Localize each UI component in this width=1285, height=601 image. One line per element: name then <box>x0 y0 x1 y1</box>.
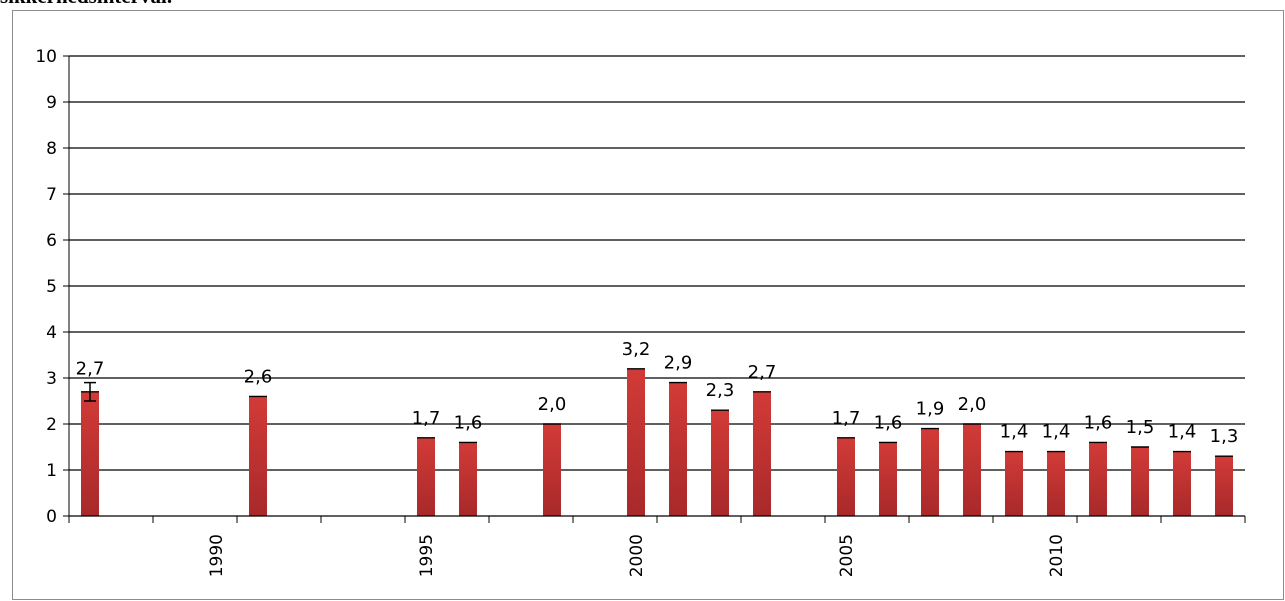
bar <box>249 396 267 516</box>
data-label: 3,2 <box>622 339 651 360</box>
y-tick-labels: 0 1 2 3 4 5 6 7 8 9 10 <box>35 47 57 527</box>
chart-frame: 0 1 2 3 4 5 6 7 8 9 10 1990 1995 2000 2005 2010 2,7 2,6… <box>12 10 1284 600</box>
bar <box>627 368 645 516</box>
bar <box>879 442 897 516</box>
data-label: 1,5 <box>1126 417 1155 438</box>
error-bars <box>84 381 96 402</box>
bar <box>921 428 939 516</box>
data-label: 2,6 <box>244 366 273 387</box>
bar <box>837 437 855 516</box>
data-label: 1,6 <box>1084 412 1113 433</box>
bar <box>543 424 561 516</box>
data-label: 1,6 <box>874 412 903 433</box>
y-tick-label: 1 <box>46 461 57 481</box>
data-label: 2,9 <box>664 353 693 374</box>
bar-chart: 0 1 2 3 4 5 6 7 8 9 10 1990 1995 2000 2005 2010 2,7 2,6… <box>35 47 1246 577</box>
data-label: 2,7 <box>76 359 105 380</box>
y-tick-label: 7 <box>46 185 57 205</box>
x-tick-labels: 1990 1995 2000 2005 2010 <box>207 534 1067 577</box>
data-label: 2,7 <box>748 362 777 383</box>
axes <box>63 55 1246 523</box>
data-label: 1,4 <box>1000 422 1029 443</box>
data-label: 1,7 <box>832 408 861 429</box>
gridlines <box>69 55 1245 471</box>
y-tick-label: 10 <box>35 47 57 67</box>
data-label: 2,3 <box>706 380 735 401</box>
y-tick-label: 0 <box>46 507 57 527</box>
bar <box>81 391 99 516</box>
x-tick-label: 2005 <box>837 534 857 577</box>
y-tick-label: 3 <box>46 369 57 389</box>
data-label: 1,3 <box>1210 426 1239 447</box>
data-label: 1,6 <box>454 412 483 433</box>
x-tick-label: 2000 <box>627 534 647 577</box>
bar <box>417 437 435 516</box>
y-tick-label: 9 <box>46 93 57 113</box>
page-heading: sikkerhedsinterval. <box>0 0 172 9</box>
y-tick-label: 8 <box>46 139 57 159</box>
bar <box>1089 442 1107 516</box>
bar <box>459 442 477 516</box>
data-label: 1,4 <box>1168 422 1197 443</box>
x-tick-label: 1995 <box>417 534 437 577</box>
bar <box>1215 456 1233 516</box>
bar <box>753 391 771 516</box>
bar <box>669 382 687 516</box>
x-tick-label: 2010 <box>1047 534 1067 577</box>
y-tick-label: 2 <box>46 415 57 435</box>
y-tick-label: 6 <box>46 231 57 251</box>
bar <box>1131 447 1149 516</box>
bar <box>711 410 729 516</box>
data-labels: 2,7 2,6 1,7 1,6 2,0 3,2 2,9 2,3 2,7 1,7 1,6 1,9 2,0 1… <box>76 339 1239 447</box>
data-label: 2,0 <box>958 394 987 415</box>
x-tick-label: 1990 <box>207 534 227 577</box>
y-tick-label: 5 <box>46 277 57 297</box>
data-label: 1,7 <box>412 408 441 429</box>
bar <box>963 424 981 516</box>
bars <box>81 368 1233 516</box>
data-label: 1,4 <box>1042 422 1071 443</box>
data-label: 2,0 <box>538 394 567 415</box>
bar <box>1173 451 1191 516</box>
data-label: 1,9 <box>916 399 945 420</box>
y-tick-label: 4 <box>46 323 57 343</box>
bar <box>1005 451 1023 516</box>
bar <box>1047 451 1065 516</box>
